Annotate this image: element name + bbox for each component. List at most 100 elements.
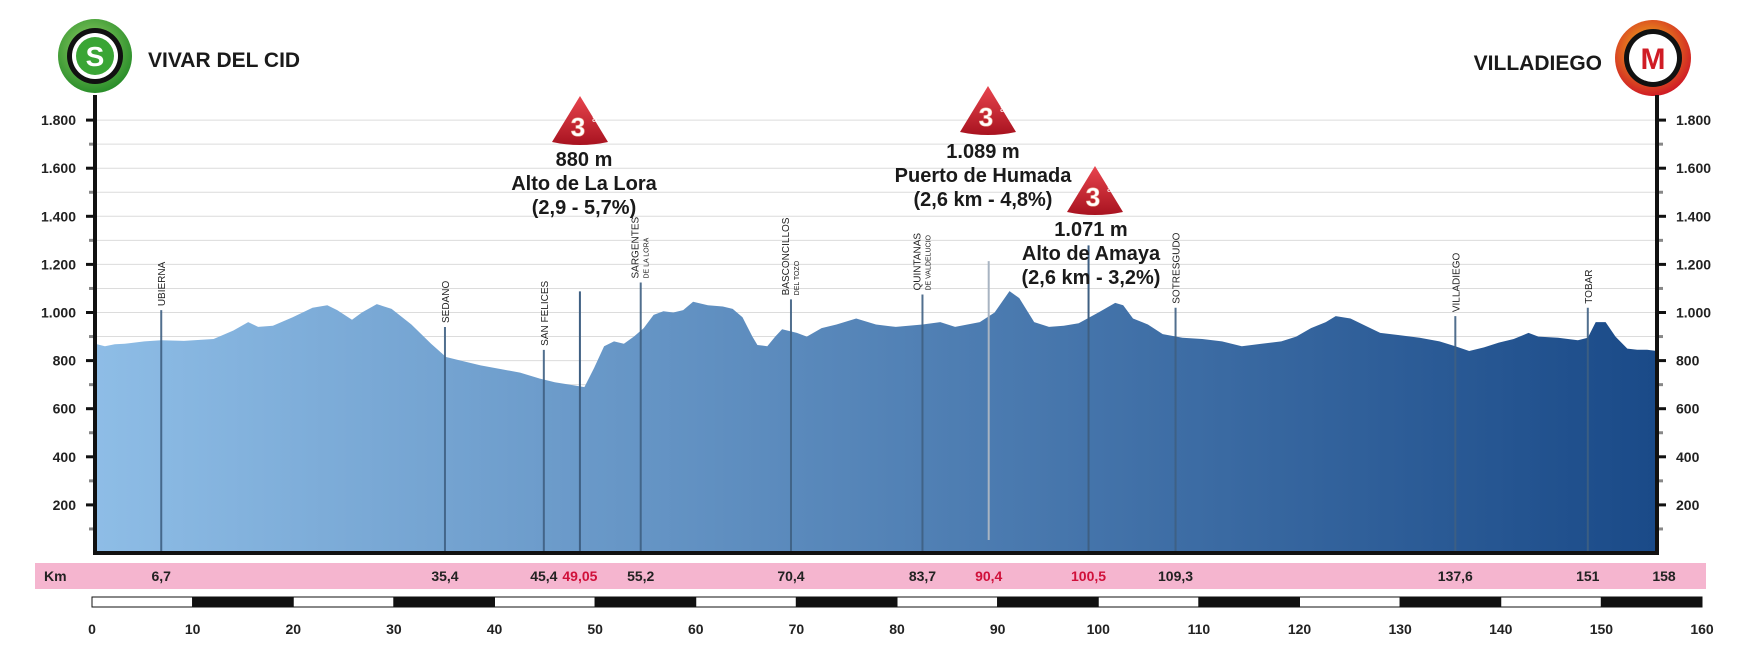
place-name-label: BASCONCILLOS xyxy=(781,217,792,295)
x-tick-label: 90 xyxy=(990,621,1006,637)
scale-bar-segment xyxy=(192,596,294,608)
x-tick-label: 20 xyxy=(285,621,301,637)
y-tick-label-right: 1.200 xyxy=(1676,256,1711,272)
scale-bar-segment xyxy=(1500,596,1602,608)
climb-altitude-label: 880 m xyxy=(556,149,613,171)
start-town-name: VIVAR DEL CID xyxy=(148,49,300,72)
place-name-label: SOTRESGUDO xyxy=(1172,232,1183,303)
climb-name-label: Alto de Amaya xyxy=(1022,243,1161,265)
y-tick-label-right: 200 xyxy=(1676,497,1700,513)
x-tick-label: 40 xyxy=(487,621,503,637)
end-km-label: 158 xyxy=(1652,568,1676,584)
climb-detail-label: (2,6 km - 3,2%) xyxy=(1022,267,1161,289)
climb-km-label: 90,4 xyxy=(975,568,1002,584)
scale-bar-segment xyxy=(896,596,999,608)
scale-bar-segment xyxy=(1097,596,1200,608)
place-subname-label: DE VALDELUCIO xyxy=(925,234,932,290)
climb-km-label: 100,5 xyxy=(1071,568,1106,584)
place-km-label: 45,4 xyxy=(530,568,557,584)
scale-bar-segment xyxy=(1198,596,1300,608)
place-km-label: 151 xyxy=(1576,568,1600,584)
y-tick-label-right: 1.600 xyxy=(1676,160,1711,176)
place-name-label: SAN FELICES xyxy=(540,280,551,345)
y-tick-label-right: 1.000 xyxy=(1676,305,1711,321)
x-tick-label: 50 xyxy=(587,621,603,637)
start-badge-icon: S xyxy=(58,19,132,93)
x-tick-label: 150 xyxy=(1590,621,1614,637)
y-tick-label-right: 400 xyxy=(1676,449,1700,465)
climb-category-number: 3 xyxy=(571,112,585,142)
start-badge-letter: S xyxy=(86,41,105,72)
y-tick-label-left: 800 xyxy=(53,353,77,369)
place-name-label: VILLADIEGO xyxy=(1451,252,1462,312)
finish-header: VILLADIEGO M xyxy=(1474,20,1691,96)
climb-category-badge-icon xyxy=(960,86,1016,135)
place-km-label: 83,7 xyxy=(909,568,936,584)
place-subname-label: DE LA LORA xyxy=(644,237,651,278)
place-km-label: 70,4 xyxy=(777,568,804,584)
x-tick-label: 140 xyxy=(1489,621,1513,637)
x-tick-label: 60 xyxy=(688,621,704,637)
x-tick-label: 120 xyxy=(1288,621,1312,637)
y-tick-label-left: 600 xyxy=(53,401,77,417)
y-tick-label-right: 600 xyxy=(1676,401,1700,417)
climb-detail-label: (2,9 - 5,7%) xyxy=(532,197,636,219)
climb-category-suffix: a xyxy=(592,114,598,125)
y-axis-right-labels: 200 400 600 800 1.000 1.200 1.400 1.600 1.800 xyxy=(1676,112,1711,513)
finish-badge-letter: M xyxy=(1641,43,1666,76)
y-tick-label-left: 400 xyxy=(53,449,77,465)
scale-bar-segment xyxy=(594,596,697,608)
y-tick-label-left: 200 xyxy=(53,497,77,513)
x-tick-label: 10 xyxy=(185,621,201,637)
x-tick-label: 70 xyxy=(789,621,805,637)
start-header: S VIVAR DEL CID xyxy=(58,19,300,93)
place-km-label: 35,4 xyxy=(431,568,458,584)
axis-frame xyxy=(86,95,1666,555)
place-name-label: SARGENTES xyxy=(631,216,642,278)
x-tick-label: 0 xyxy=(88,621,96,637)
scale-bar-segment xyxy=(795,596,898,608)
y-tick-label-right: 1.800 xyxy=(1676,112,1711,128)
place-name-label: SEDANO xyxy=(441,281,452,323)
place-name-label: QUINTANAS xyxy=(912,233,923,291)
climb-km-label: 49,05 xyxy=(562,568,597,584)
climb-category-number: 3 xyxy=(979,102,993,132)
y-tick-label-right: 1.400 xyxy=(1676,208,1711,224)
climb-detail-label: (2,6 km - 4,8%) xyxy=(914,189,1053,211)
x-tick-label: 110 xyxy=(1188,621,1211,637)
climb-altitude-label: 1.089 m xyxy=(946,141,1019,163)
y-tick-label-left: 1.000 xyxy=(41,305,76,321)
y-tick-label-left: 1.200 xyxy=(41,256,76,272)
finish-badge-icon: M xyxy=(1615,20,1691,96)
place-km-label: 109,3 xyxy=(1158,568,1193,584)
y-tick-label-right: 800 xyxy=(1676,353,1700,369)
scale-bar-segment xyxy=(91,596,194,608)
scale-bar-segment xyxy=(1399,596,1502,608)
climb-category-badge-icon xyxy=(1067,166,1123,215)
finish-town-name: VILLADIEGO xyxy=(1474,52,1602,75)
x-axis-tick-labels: 0 10 20 30 40 50 60 70 80 90 100 110 120 130 140 150 160 xyxy=(88,621,1714,637)
scale-bar-segment xyxy=(393,596,495,608)
x-tick-label: 130 xyxy=(1388,621,1412,637)
climb-name-label: Alto de La Lora xyxy=(511,173,657,195)
climb-category-badge-icon xyxy=(552,96,608,145)
y-tick-label-left: 1.400 xyxy=(41,208,76,224)
y-axis-left-labels: 200 400 600 800 1.000 1.200 1.400 1.600 1.800 xyxy=(41,112,76,513)
climb-category-suffix: a xyxy=(1000,104,1006,115)
climb-name-label: Puerto de Humada xyxy=(895,165,1073,187)
x-tick-label: 80 xyxy=(889,621,905,637)
y-tick-label-left: 1.600 xyxy=(41,160,76,176)
km-row-label: Km xyxy=(44,568,67,584)
place-name-label: UBIERNA xyxy=(157,261,168,306)
elevation-profile-area xyxy=(95,291,1657,553)
place-km-label: 55,2 xyxy=(627,568,654,584)
climb-category-suffix: a xyxy=(1107,184,1113,195)
place-subname-label: DEL TOZO xyxy=(794,260,801,295)
y-tick-label-left: 1.800 xyxy=(41,112,76,128)
place-km-label: 137,6 xyxy=(1438,568,1473,584)
km-band xyxy=(35,563,1706,589)
x-tick-label: 160 xyxy=(1690,621,1714,637)
km-labels: 6,7 35,4 45,4 55,2 70,4 83,7 109,3 137,6 151 49,0… xyxy=(152,568,1600,584)
